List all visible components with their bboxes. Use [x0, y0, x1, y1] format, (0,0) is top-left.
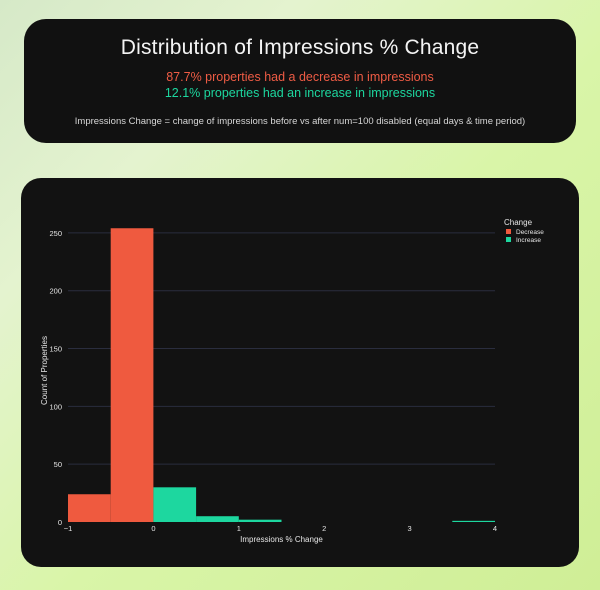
- chart-card: 0 50 100 150 200 250 −1 0 1 2 3 4 Impressions % Cha…: [21, 178, 579, 567]
- x-axis-label: Impressions % Change: [240, 535, 323, 544]
- y-tick-label: 50: [54, 460, 62, 469]
- histogram-bar-decrease: [68, 494, 111, 522]
- y-axis-label: Count of Properties: [40, 336, 49, 405]
- y-tick-label: 0: [58, 518, 62, 527]
- summary-card: Distribution of Impressions % Change 87.…: [24, 19, 576, 143]
- y-tick-label: 100: [49, 402, 62, 411]
- page-title: Distribution of Impressions % Change: [120, 36, 480, 59]
- legend-label-increase: Increase: [516, 237, 541, 244]
- y-tick-label: 150: [49, 345, 62, 354]
- x-tick-label: 2: [322, 524, 326, 533]
- legend-title: Change: [504, 218, 533, 227]
- x-tick-label: 0: [151, 524, 155, 533]
- histogram-bar-decrease: [110, 228, 154, 523]
- x-tick-label: −1: [64, 524, 73, 533]
- legend-swatch-increase: [506, 237, 511, 242]
- x-tick-label: 4: [493, 524, 497, 533]
- y-tick-label: 250: [49, 229, 62, 238]
- legend-swatch-decrease: [506, 229, 511, 234]
- histogram-bar-increase: [452, 520, 495, 522]
- decrease-summary: 87.7% properties had a decrease in impre…: [166, 70, 434, 84]
- histogram-bar-increase: [153, 487, 197, 522]
- legend-label-decrease: Decrease: [516, 229, 544, 236]
- histogram-bar-increase: [196, 516, 239, 522]
- y-tick-label: 200: [49, 287, 62, 296]
- x-tick-label: 3: [408, 524, 412, 533]
- bars: [68, 228, 495, 523]
- x-tick-label: 1: [237, 524, 241, 533]
- histogram-bar-increase: [238, 519, 282, 522]
- increase-summary: 12.1% properties had an increase in impr…: [164, 86, 436, 100]
- definition-note: Impressions Change = change of impressio…: [74, 116, 526, 127]
